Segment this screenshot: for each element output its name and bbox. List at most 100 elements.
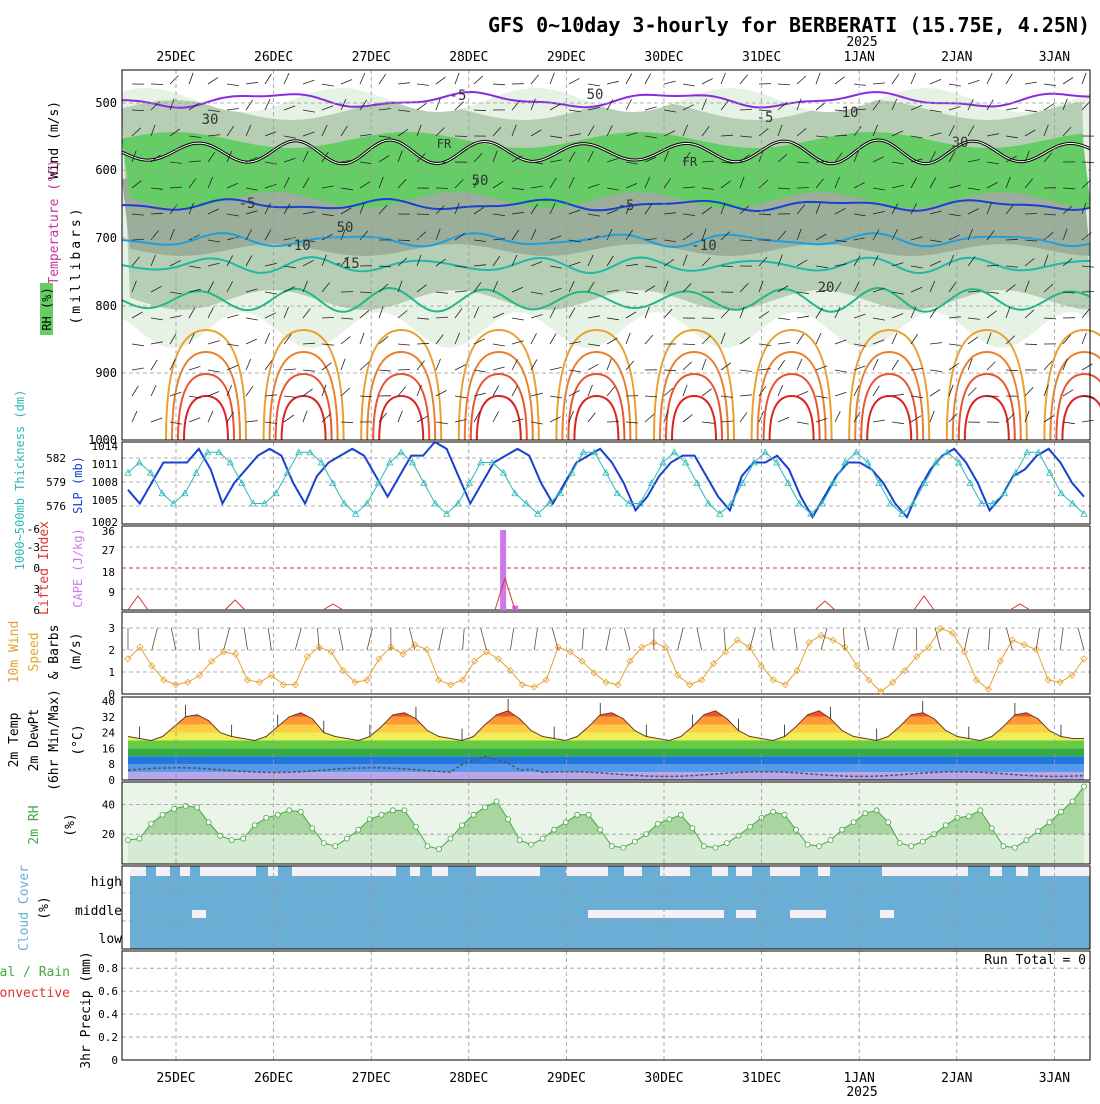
slp-tick: 1014 — [92, 440, 119, 453]
temp-y-labels: 2m Temp 2m DewPt (6hr Min/Max) (°C) 4032… — [7, 689, 115, 791]
rh-point — [897, 841, 902, 846]
cloud-high-gap — [476, 866, 540, 876]
bottom-date-label: 30DEC — [644, 1071, 683, 1086]
rh-point — [840, 827, 845, 832]
rh-point — [713, 845, 718, 850]
wind-unit: (m/s) — [69, 632, 84, 671]
top-date-label: 29DEC — [547, 50, 586, 65]
contour-label: 10 — [842, 105, 859, 121]
rh-point — [483, 805, 488, 810]
wind-barb — [1082, 292, 1094, 293]
year-label-top: 2025 — [846, 35, 877, 50]
temp-tick: 32 — [102, 711, 115, 724]
thickness-label: 1000~500mb Thickness (dm) — [13, 390, 27, 571]
slp-thickness-panel — [122, 442, 1090, 524]
rh-point — [782, 812, 787, 817]
cape-tick: 27 — [102, 544, 115, 557]
bottom-date-label: 29DEC — [547, 1071, 586, 1086]
rh-point — [413, 824, 418, 829]
temp-band — [122, 748, 1090, 756]
upper-tick-label: 900 — [95, 366, 117, 380]
temp-tick: 8 — [108, 758, 115, 771]
rh-point — [137, 836, 142, 841]
rh-point — [310, 826, 315, 831]
temp-band — [122, 764, 1090, 772]
contour-label: -10 — [285, 238, 310, 254]
rh-point — [529, 842, 534, 847]
temp-tick: 16 — [102, 742, 115, 755]
cloud-high-gap — [882, 866, 968, 876]
slp-tick: 1005 — [92, 494, 119, 507]
rh-point — [563, 820, 568, 825]
top-date-label: 31DEC — [742, 50, 781, 65]
contour-label: -5 — [757, 110, 774, 126]
cloud-left-margin — [122, 866, 130, 949]
temp-band — [122, 756, 1090, 764]
rh-point — [724, 841, 729, 846]
precip-label-2: Convective — [0, 986, 70, 1001]
precip-panel — [122, 951, 1090, 1060]
year-label-bottom: 2025 — [846, 1085, 877, 1100]
cloud-high-gap — [566, 866, 608, 876]
rh-point — [1070, 799, 1075, 804]
cloud-high-gap — [268, 866, 278, 876]
cloud-high-gap — [736, 866, 752, 876]
top-date-label: 3JAN — [1039, 50, 1070, 65]
rh-point — [586, 812, 591, 817]
wind-barb — [417, 214, 429, 215]
rh-point — [436, 847, 441, 852]
cape-tick: 36 — [102, 525, 115, 538]
rh-point — [460, 823, 465, 828]
precip-label-3: 3hr Precip (mm) — [79, 951, 94, 1068]
wind-barb — [721, 266, 733, 267]
rh-point — [448, 836, 453, 841]
cloud-high-gap — [770, 866, 800, 876]
rh-point — [863, 811, 868, 816]
rh2m-label: 2m RH — [27, 805, 42, 844]
temp-unit: (°C) — [71, 724, 86, 755]
bottom-date-label: 3JAN — [1039, 1071, 1070, 1086]
top-date-label: 25DEC — [156, 50, 195, 65]
top-date-label: 30DEC — [644, 50, 683, 65]
temp-label-1: 2m Temp — [7, 712, 22, 767]
contour-label: 30 — [202, 112, 219, 128]
cloud-level-low: low — [99, 932, 123, 947]
rh-point — [1024, 838, 1029, 843]
cloud-cover-panel — [122, 866, 1090, 949]
rh-point — [955, 815, 960, 820]
rh-point — [241, 836, 246, 841]
cloud-high-gap — [624, 866, 642, 876]
wind10m-panel — [122, 612, 1090, 695]
contour-label: -5 — [239, 196, 256, 212]
contour-label: -5 — [618, 198, 635, 214]
rh-point — [321, 841, 326, 846]
rh-point — [471, 812, 476, 817]
rh-point — [966, 814, 971, 819]
temp2m-panel — [122, 697, 1090, 780]
bottom-date-label: 31DEC — [742, 1071, 781, 1086]
cape-lifted-panel — [122, 526, 1090, 610]
cloud-high-gap — [432, 866, 448, 876]
upper-tick-label: 600 — [95, 163, 117, 177]
rh-point — [264, 815, 269, 820]
rh-point — [333, 844, 338, 849]
rh-point — [943, 823, 948, 828]
contour-label: 30 — [952, 135, 969, 151]
cloud-high-gap — [660, 866, 690, 876]
cape-label: CAPE (J/kg) — [71, 528, 85, 607]
cloud-high-gap — [990, 866, 1002, 876]
thickness-tick: 582 — [46, 452, 66, 465]
rh-point — [575, 812, 580, 817]
cloud-high-gap — [818, 866, 830, 876]
bottom-date-label: 1JAN — [844, 1071, 875, 1086]
upper-tick-label: 800 — [95, 299, 117, 313]
upper-temp-label: Temperature (°C) — [47, 159, 62, 284]
rh-point — [678, 812, 683, 817]
lifted-tick: -3 — [27, 541, 40, 554]
rh-point — [621, 845, 626, 850]
rh-point — [540, 836, 545, 841]
bottom-date-label: 25DEC — [156, 1071, 195, 1086]
